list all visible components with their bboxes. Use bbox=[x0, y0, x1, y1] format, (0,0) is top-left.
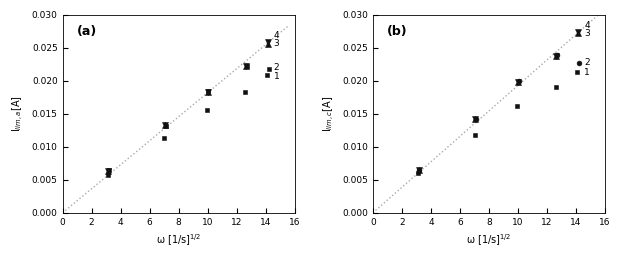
Text: 3: 3 bbox=[584, 28, 590, 38]
Text: (a): (a) bbox=[77, 25, 96, 38]
Text: 1: 1 bbox=[274, 72, 279, 81]
Text: 4: 4 bbox=[584, 21, 590, 30]
X-axis label: ω [1/s]$^{1/2}$: ω [1/s]$^{1/2}$ bbox=[466, 232, 512, 248]
Text: 4: 4 bbox=[274, 31, 279, 40]
Text: 1: 1 bbox=[584, 68, 590, 77]
Y-axis label: I$_{lim,c}$[A]: I$_{lim,c}$[A] bbox=[322, 96, 337, 132]
Text: 2: 2 bbox=[584, 58, 590, 67]
X-axis label: ω [1/s]$^{1/2}$: ω [1/s]$^{1/2}$ bbox=[156, 232, 202, 248]
Y-axis label: I$_{lim,a}$[A]: I$_{lim,a}$[A] bbox=[11, 95, 26, 132]
Text: 3: 3 bbox=[274, 39, 279, 48]
Text: (b): (b) bbox=[387, 25, 407, 38]
Text: 2: 2 bbox=[274, 63, 279, 72]
